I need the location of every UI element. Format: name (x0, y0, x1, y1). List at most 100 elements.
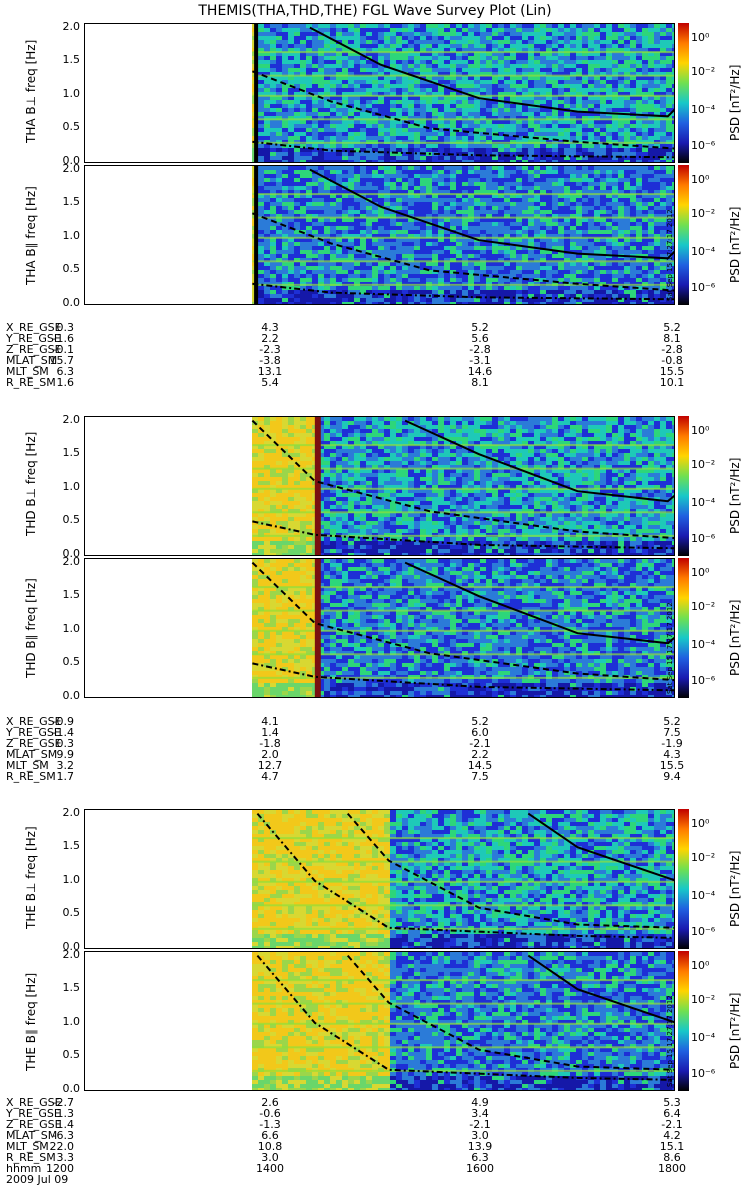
colorbar-tick: 10⁻² (691, 600, 716, 613)
ephemeris-value: 7.5 (471, 770, 489, 783)
colorbar-tick: 10⁰ (691, 31, 710, 44)
ephemeris-value: 14.6 (467, 365, 493, 378)
harmonic-line (252, 216, 674, 219)
line-solid (404, 419, 674, 503)
ephemeris-row: Y_RE_GSE -1.6 2.2 5.6 8.1 (0, 333, 750, 344)
colorbar-tick: 10⁰ (691, 173, 710, 186)
line-solid (404, 561, 674, 645)
ephemeris-value: 8.6 (663, 1151, 681, 1164)
ephemeris-value: -1.6 (52, 332, 74, 345)
ephemeris-label: X_RE_GSE (6, 715, 62, 728)
colorbar-label: PSD [nT²/Hz] (728, 206, 742, 283)
colorbar-tick: 10⁻⁶ (691, 1067, 716, 1080)
ephemeris-value: -3.8 (259, 354, 281, 367)
ephemeris-value: 14.5 (467, 759, 493, 772)
ephemeris-row: MLAT_SM -6.3 6.6 3.0 4.2 (0, 1130, 750, 1141)
ephemeris-label: Z_RE_GSE (6, 343, 62, 356)
colorbar-label: PSD [nT²/Hz] (728, 850, 742, 927)
colorbar (678, 951, 689, 1091)
ephemeris-value: 6.6 (261, 1129, 279, 1142)
spectrogram-svg (252, 810, 674, 948)
ephemeris-row: MLT_SM 6.3 13.1 14.6 15.5 (0, 366, 750, 377)
ephemeris-row: Z_RE_GSE 1.4 -1.3 -2.1 -2.1 (0, 1119, 750, 1130)
harmonic-line (252, 837, 674, 840)
ephemeris-value: 15.1 (659, 1140, 685, 1153)
ephemeris-value: -2.1 (469, 1118, 491, 1131)
timestamp-stamp: Sat Sep 15 17:27:17 2012 (666, 209, 674, 301)
ephemeris-row: hhmm 1200 1400 1600 1800 (0, 1163, 750, 1174)
ephemeris-label: R_RE_SM (6, 376, 56, 389)
ephemeris-row: R_RE_SM 3.3 3.0 6.3 8.6 (0, 1152, 750, 1163)
harmonic-line (252, 236, 674, 239)
ephemeris-label: X_RE_GSE (6, 321, 62, 334)
ephemeris-label: R_RE_SM (6, 770, 56, 783)
spectrogram-tha-bperp (84, 23, 675, 163)
ephemeris-label: Y_RE_GSE (6, 332, 61, 345)
colorbar-tick: 10⁻² (691, 851, 716, 864)
line-dashdot (252, 520, 674, 550)
spectrogram-svg (251, 417, 674, 555)
spectrogram-svg (251, 559, 674, 697)
colorbar-tick: 10⁰ (691, 566, 710, 579)
ephemeris-label: R_RE_SM (6, 1151, 56, 1164)
harmonic-line (252, 979, 674, 982)
y-tick-label: 0.5 (62, 513, 81, 527)
y-tick-label: 2.0 (62, 19, 81, 33)
y-tick-label: 2.0 (62, 805, 81, 819)
harmonic-line (252, 534, 674, 537)
y-tick-label: 1.5 (62, 195, 81, 209)
colorbar-tick: 10⁰ (691, 959, 710, 972)
ephemeris-value: -0.6 (259, 1107, 281, 1120)
spectrogram-svg (252, 24, 674, 162)
ephemeris-row: X_RE_GSE 0.3 4.3 5.2 5.2 (0, 322, 750, 333)
y-tick-label: 1.0 (62, 872, 81, 886)
line-dashdot (252, 140, 674, 159)
harmonic-line (252, 586, 674, 589)
harmonic-line (252, 118, 674, 121)
gap-bar (254, 24, 259, 162)
ephemeris-value: -2.8 (661, 343, 683, 356)
harmonic-line (252, 51, 674, 54)
ephemeris-value: 5.2 (663, 715, 681, 728)
y-tick-label: 1.5 (62, 588, 81, 602)
colorbar-tick: 10⁻² (691, 65, 716, 78)
harmonic-line (252, 904, 674, 907)
ephemeris-value: 10.8 (257, 1140, 283, 1153)
ephemeris-value: 1400 (256, 1162, 284, 1175)
harmonic-line (252, 629, 674, 632)
colorbar-label: PSD [nT²/Hz] (728, 992, 742, 1069)
ephemeris-value: -1.4 (52, 726, 74, 739)
ephemeris-value: -2.8 (469, 343, 491, 356)
ephemeris-value: 6.0 (471, 726, 489, 739)
ephemeris-value: 4.3 (663, 748, 681, 761)
ephemeris-value: 3.2 (56, 759, 75, 772)
colorbar-tick: 10⁻⁶ (691, 925, 716, 938)
y-tick-label: 2.0 (62, 161, 81, 175)
ephemeris-value: 2.2 (261, 332, 279, 345)
ephemeris-label: Z_RE_GSE (6, 1118, 62, 1131)
ephemeris-row: MLT_SM 3.2 12.7 14.5 15.5 (0, 760, 750, 771)
colorbar (678, 558, 689, 698)
colorbar-tick: 10⁻² (691, 207, 716, 220)
ephemeris-value: -1.8 (259, 737, 281, 750)
spectrogram-cells (252, 559, 674, 697)
ephemeris-row: MLT_SM 22.0 10.8 13.9 15.1 (0, 1141, 750, 1152)
ephemeris-row: Z_RE_GSE -0.1 -2.3 -2.8 -2.8 (0, 344, 750, 355)
colorbar (678, 165, 689, 305)
colorbar (678, 23, 689, 163)
y-tick-label: 0.5 (62, 262, 81, 276)
colorbar-tick: 10⁻⁴ (691, 496, 716, 509)
ephemeris-label: Z_RE_GSE (6, 737, 62, 750)
y-tick-label: 1.5 (62, 53, 81, 67)
ephemeris-value: -2.3 (259, 343, 281, 356)
colorbar-tick: 10⁻² (691, 458, 716, 471)
ephemeris-value: -2.1 (661, 1118, 683, 1131)
colorbar-label: PSD [nT²/Hz] (728, 64, 742, 141)
ephemeris-row: Y_RE_GSE -1.4 1.4 6.0 7.5 (0, 727, 750, 738)
colorbar-tick: 10⁻⁴ (691, 638, 716, 651)
spectrogram-svg (252, 166, 674, 304)
plot-title: THEMIS(THA,THD,THE) FGL Wave Survey Plot… (198, 3, 552, 19)
y-tick-label: 1.0 (62, 228, 81, 242)
colorbar-tick: 10⁻⁶ (691, 139, 716, 152)
harmonic-line (252, 1002, 674, 1005)
